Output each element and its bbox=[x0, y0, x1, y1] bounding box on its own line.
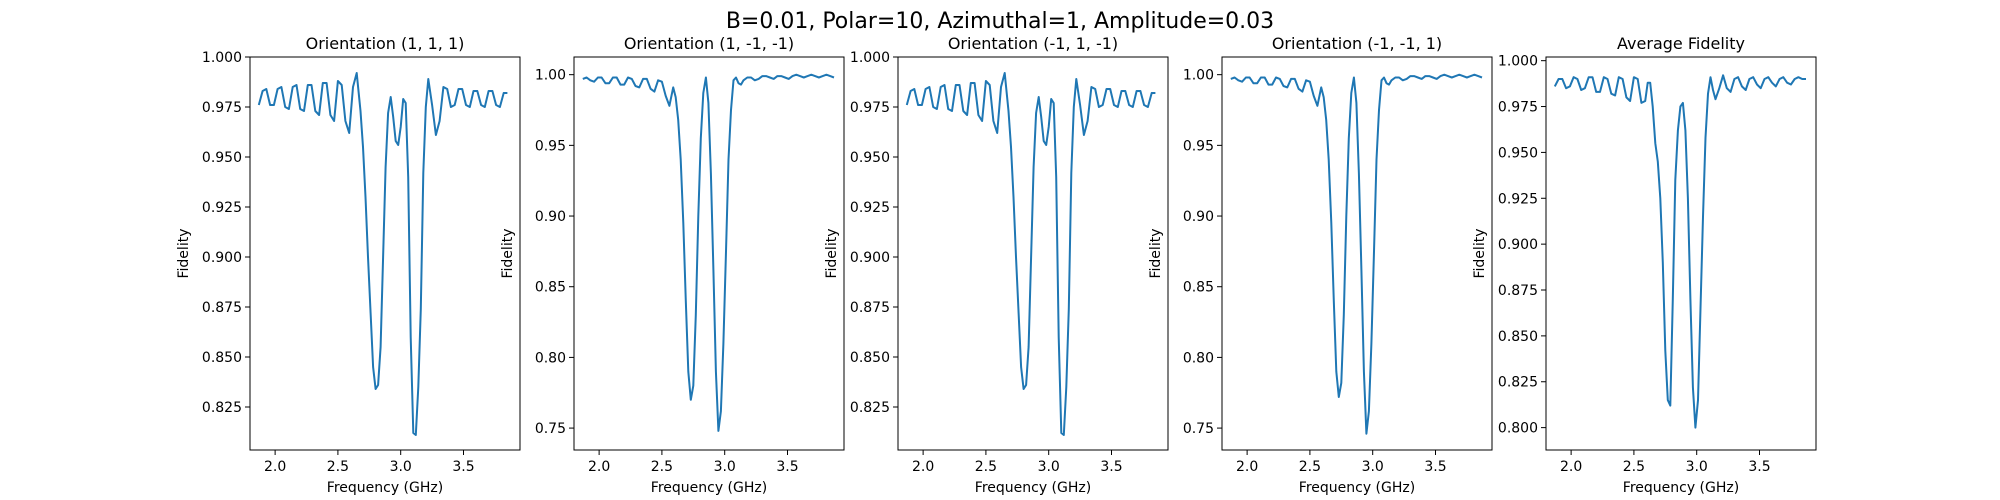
y-axis-label: Fidelity bbox=[824, 229, 840, 279]
figure-suptitle: B=0.01, Polar=10, Azimuthal=1, Amplitude… bbox=[726, 9, 1274, 34]
x-tick-label: 3.0 bbox=[1686, 459, 1708, 475]
subplot-2: Orientation (1, -1, -1) 2.0 2.5 3.0 3.5 0.75 0… bbox=[500, 34, 845, 496]
y-tick-label: 0.875 bbox=[850, 300, 890, 316]
plot-frame bbox=[897, 56, 1169, 451]
y-axis-label: Fidelity bbox=[176, 229, 192, 279]
x-tick-label: 2.0 bbox=[588, 459, 610, 475]
subplot-title: Orientation (-1, -1, 1) bbox=[1272, 34, 1442, 53]
y-tick-label: 0.875 bbox=[1498, 283, 1538, 299]
y-tick-label: 0.975 bbox=[1498, 100, 1538, 116]
fidelity-series-line bbox=[1553, 74, 1806, 429]
y-tick-label: 0.85 bbox=[1183, 280, 1214, 296]
x-tick-label: 3.5 bbox=[1100, 459, 1122, 475]
y-axis-label: Fidelity bbox=[1148, 229, 1164, 279]
x-tick-label: 3.5 bbox=[452, 459, 474, 475]
x-tick-label: 2.0 bbox=[264, 459, 286, 475]
y-tick-label: 0.85 bbox=[535, 280, 566, 296]
y-tick-label: 0.975 bbox=[202, 100, 242, 116]
subplot-1: Orientation (1, 1, 1) 2.0 2.5 3.0 3.5 0.825 0.… bbox=[176, 34, 521, 496]
x-axis-label: Frequency (GHz) bbox=[651, 480, 767, 496]
y-tick-label: 0.900 bbox=[202, 250, 242, 266]
x-tick-label: 2.5 bbox=[1623, 459, 1645, 475]
subplot-title: Orientation (1, -1, -1) bbox=[624, 34, 794, 53]
x-tick-label: 3.0 bbox=[1362, 459, 1384, 475]
x-tick-label: 2.0 bbox=[912, 459, 934, 475]
y-tick-label: 0.925 bbox=[850, 200, 890, 216]
y-axis-label: Fidelity bbox=[1472, 229, 1488, 279]
y-tick-label: 1.000 bbox=[202, 50, 242, 66]
y-tick-label: 0.90 bbox=[535, 209, 566, 225]
x-tick-label: 3.0 bbox=[714, 459, 736, 475]
y-tick-label: 0.900 bbox=[1498, 237, 1538, 253]
subplot-3: Orientation (-1, 1, -1) 2.0 2.5 3.0 3.5 0.825… bbox=[824, 34, 1169, 496]
fidelity-series-line bbox=[582, 73, 835, 432]
y-tick-label: 0.900 bbox=[850, 250, 890, 266]
y-tick-label: 0.800 bbox=[1498, 421, 1538, 437]
y-tick-label: 0.90 bbox=[1183, 209, 1214, 225]
x-tick-label: 3.5 bbox=[1748, 459, 1770, 475]
x-tick-label: 2.0 bbox=[1236, 459, 1258, 475]
y-axis-label: Fidelity bbox=[500, 229, 516, 279]
x-axis-label: Frequency (GHz) bbox=[1299, 480, 1415, 496]
subplot-4: Orientation (-1, -1, 1) 2.0 2.5 3.0 3.5 0.75 0… bbox=[1148, 34, 1493, 496]
x-tick-label: 2.0 bbox=[1560, 459, 1582, 475]
fidelity-series-line bbox=[257, 72, 508, 436]
x-axis-label: Frequency (GHz) bbox=[975, 480, 1091, 496]
y-tick-label: 0.850 bbox=[202, 350, 242, 366]
y-tick-label: 0.95 bbox=[1183, 138, 1214, 154]
plot-frame bbox=[249, 56, 521, 451]
y-tick-label: 0.95 bbox=[535, 138, 566, 154]
y-tick-label: 0.850 bbox=[1498, 329, 1538, 345]
y-tick-label: 1.000 bbox=[850, 50, 890, 66]
fidelity-series-line bbox=[905, 72, 1156, 436]
plot-frame bbox=[1545, 56, 1817, 451]
subplots: Orientation (1, 1, 1) 2.0 2.5 3.0 3.5 0.825 0.… bbox=[176, 34, 1817, 496]
y-tick-label: 1.00 bbox=[535, 68, 566, 84]
y-tick-label: 0.975 bbox=[850, 100, 890, 116]
x-tick-label: 3.5 bbox=[1424, 459, 1446, 475]
y-tick-label: 0.825 bbox=[850, 400, 890, 416]
y-tick-label: 0.75 bbox=[535, 421, 566, 437]
y-tick-label: 0.80 bbox=[1183, 350, 1214, 366]
y-tick-label: 0.825 bbox=[1498, 375, 1538, 391]
subplot-5: Average Fidelity 2.0 2.5 3.0 3.5 0.800 0.825 0.… bbox=[1472, 34, 1817, 496]
x-tick-label: 2.5 bbox=[1299, 459, 1321, 475]
subplot-title: Orientation (1, 1, 1) bbox=[306, 34, 465, 53]
x-tick-label: 3.0 bbox=[390, 459, 412, 475]
y-tick-label: 0.925 bbox=[202, 200, 242, 216]
x-tick-label: 3.5 bbox=[776, 459, 798, 475]
subplot-title: Average Fidelity bbox=[1617, 34, 1745, 53]
x-tick-label: 2.5 bbox=[975, 459, 997, 475]
y-tick-label: 1.00 bbox=[1183, 68, 1214, 84]
x-tick-label: 2.5 bbox=[651, 459, 673, 475]
y-tick-label: 0.850 bbox=[850, 350, 890, 366]
y-tick-label: 0.80 bbox=[535, 350, 566, 366]
fidelity-series-line bbox=[1230, 73, 1483, 435]
y-tick-label: 0.950 bbox=[850, 150, 890, 166]
y-tick-label: 0.925 bbox=[1498, 191, 1538, 207]
x-axis-label: Frequency (GHz) bbox=[1623, 480, 1739, 496]
y-tick-label: 1.000 bbox=[1498, 54, 1538, 70]
subplot-title: Orientation (-1, 1, -1) bbox=[948, 34, 1118, 53]
y-tick-label: 0.950 bbox=[202, 150, 242, 166]
x-tick-label: 2.5 bbox=[327, 459, 349, 475]
y-tick-label: 0.875 bbox=[202, 300, 242, 316]
y-tick-label: 0.825 bbox=[202, 400, 242, 416]
x-axis-label: Frequency (GHz) bbox=[327, 480, 443, 496]
y-tick-label: 0.950 bbox=[1498, 145, 1538, 161]
x-tick-label: 3.0 bbox=[1038, 459, 1060, 475]
y-tick-label: 0.75 bbox=[1183, 421, 1214, 437]
